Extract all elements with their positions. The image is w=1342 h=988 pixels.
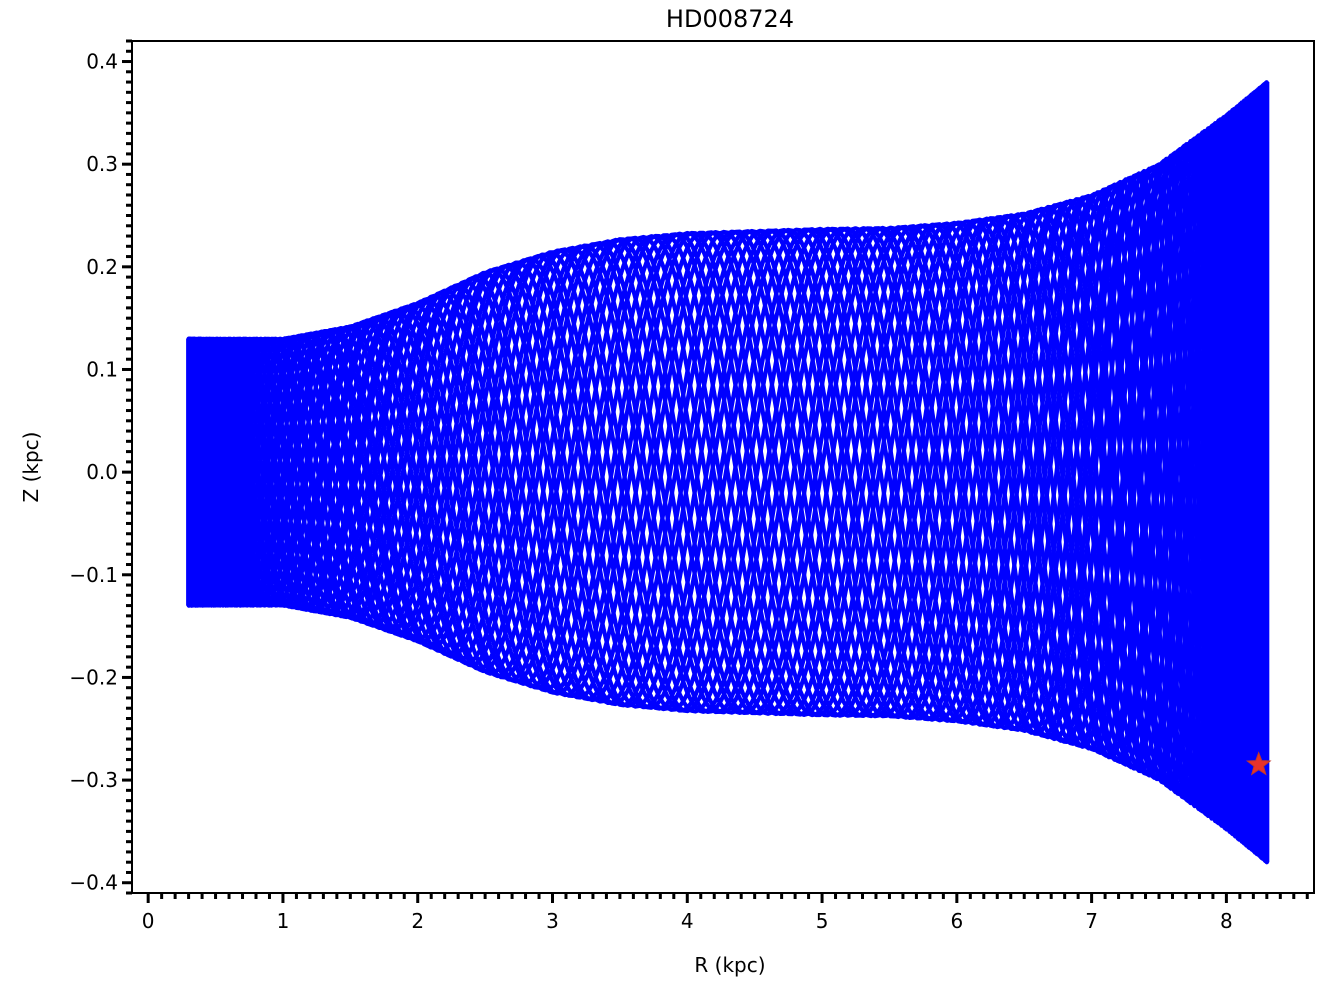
orbit-curve (186, 87, 1269, 854)
y-tick-label: 0.1 (86, 357, 118, 381)
orbit-curve (186, 80, 1269, 850)
y-tick-label: 0.4 (86, 50, 118, 74)
x-tick-label: 7 (1085, 909, 1098, 933)
y-tick-label: −0.2 (69, 665, 118, 689)
orbit-curve (186, 82, 1269, 841)
y-tick-label: −0.3 (69, 768, 118, 792)
orbit-curves (186, 80, 1270, 865)
x-tick-label: 5 (816, 909, 829, 933)
y-tick-label: 0.2 (86, 255, 118, 279)
x-tick-label: 6 (950, 909, 963, 933)
y-tick-label: 0.0 (86, 460, 118, 484)
current-position-layer (1245, 751, 1272, 776)
x-axis-ticks: 0 1 2 3 4 5 6 7 8 (142, 893, 1309, 933)
orbit-curve (186, 80, 1269, 852)
y-tick-label: −0.1 (69, 563, 118, 587)
x-tick-label: 4 (681, 909, 694, 933)
x-tick-label: 0 (142, 909, 155, 933)
x-tick-label: 8 (1220, 909, 1233, 933)
chart-title: HD008724 (666, 5, 794, 33)
y-axis-label: Z (kpc) (19, 432, 43, 503)
y-tick-label: −0.4 (69, 871, 118, 895)
y-axis-ticks: 0.4 0.3 0.2 0.1 0.0 −0.1 −0.2 −0.3 −0.4 (69, 39, 132, 895)
y-tick-label: 0.3 (86, 152, 118, 176)
orbit-curve (186, 96, 1269, 864)
orbit-curve (186, 111, 1269, 860)
orbit-curve (186, 85, 1269, 831)
x-tick-label: 1 (277, 909, 290, 933)
x-tick-label: 3 (546, 909, 559, 933)
orbit-curve (186, 89, 1269, 840)
x-tick-label: 2 (411, 909, 424, 933)
x-axis-label: R (kpc) (694, 953, 765, 977)
current-position-star (1245, 751, 1272, 776)
plot-frame (131, 40, 1315, 894)
